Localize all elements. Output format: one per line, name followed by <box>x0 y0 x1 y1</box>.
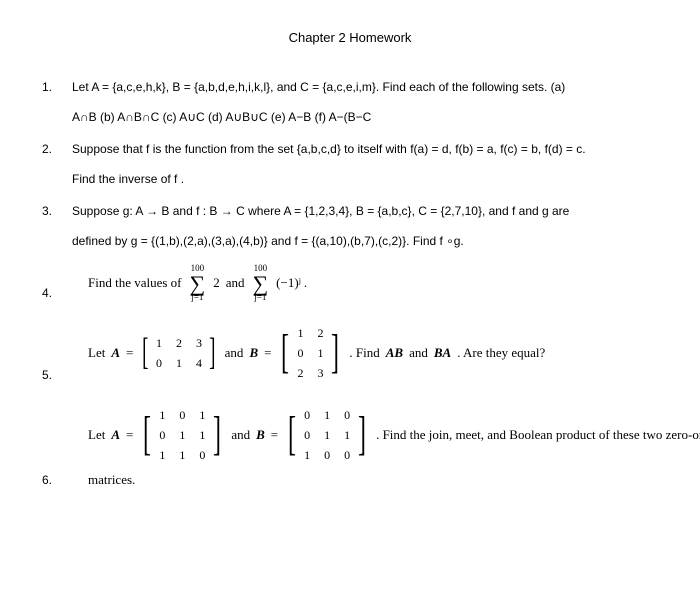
q4-pre: Find the values of <box>88 273 182 293</box>
cell: 0 <box>295 344 305 362</box>
sigma-2: 100 ∑ j=1 <box>252 264 268 302</box>
q5-matrix-B: [ 12 01 23 ] <box>277 322 343 384</box>
cell: 1 <box>177 426 187 444</box>
q6-eq1: = <box>126 425 133 445</box>
cell: 4 <box>194 354 204 372</box>
q5-BA: BA <box>434 343 451 363</box>
cell: 0 <box>342 406 352 424</box>
q3-line2: defined by g = {(1,b),(2,a),(3,a),(4,b)}… <box>72 232 658 250</box>
q6-and: and <box>231 425 250 445</box>
cell: 0 <box>157 426 167 444</box>
q6-tail: . Find the join, meet, and Boolean produ… <box>376 425 700 445</box>
cell: 0 <box>154 354 164 372</box>
cell: 0 <box>302 426 312 444</box>
cell: 1 <box>157 446 167 464</box>
q5-tail2: . Are they equal? <box>457 343 545 363</box>
q5-AB: AB <box>386 343 403 363</box>
bracket-l-icon: [ <box>288 404 296 466</box>
q5-eq2: = <box>264 343 271 363</box>
q4-content: Find the values of 100 ∑ j=1 2 and 100 ∑… <box>88 264 658 302</box>
cell: 3 <box>315 364 325 382</box>
cell: 0 <box>302 406 312 424</box>
sigma1-bot: j=1 <box>191 293 203 302</box>
q1-line1: Let A = {a,c,e,h,k}, B = {a,b,d,e,h,i,k,… <box>72 78 658 96</box>
cell: 1 <box>342 426 352 444</box>
cell: 1 <box>302 446 312 464</box>
cell: 1 <box>197 406 207 424</box>
cell: 3 <box>194 334 204 352</box>
cell: 1 <box>174 354 184 372</box>
q6-B-label: B <box>256 425 265 445</box>
cell: 1 <box>177 446 187 464</box>
bracket-l-icon: [ <box>143 404 151 466</box>
cell: 1 <box>295 324 305 342</box>
q5-tail: . Find <box>349 343 379 363</box>
q6-eq2: = <box>271 425 278 445</box>
bracket-l-icon: [ <box>281 322 289 384</box>
cell: 2 <box>315 324 325 342</box>
cell: 1 <box>157 406 167 424</box>
sigma-1: 100 ∑ j=1 <box>190 264 206 302</box>
bracket-r-icon: ] <box>358 404 366 466</box>
q2-line1: Suppose that f is the function from the … <box>72 140 658 158</box>
q1-line2: A∩B (b) A∩B∩C (c) A∪C (d) A∪B∪C (e) A−B … <box>72 108 658 126</box>
page-title: Chapter 2 Homework <box>42 28 658 48</box>
q6-matrix-A: [ 101 011 110 ] <box>139 404 225 466</box>
q5-content: Let A = [ 123 014 ] and B = [ 12 01 23 <box>88 322 658 384</box>
q5-matrix-A: [ 123 014 ] <box>139 332 218 374</box>
question-5: 5. Let A = [ 123 014 ] and B = [ 12 01 <box>42 322 658 384</box>
q6-matrix-B: [ 010 011 100 ] <box>284 404 370 466</box>
qnum-3: 3. <box>42 202 52 220</box>
qnum-2: 2. <box>42 140 52 158</box>
q4-mid: and <box>226 273 245 293</box>
cell: 1 <box>154 334 164 352</box>
q5-A-label: A <box>111 343 120 363</box>
cell: 0 <box>197 446 207 464</box>
cell: 0 <box>322 446 332 464</box>
q2-line2: Find the inverse of f . <box>72 170 658 188</box>
sigma2-body: (−1)ʲ . <box>276 273 307 293</box>
q5-let: Let <box>88 343 105 363</box>
qnum-4: 4. <box>42 284 52 302</box>
bracket-l-icon: [ <box>143 332 149 374</box>
question-1: 1. Let A = {a,c,e,h,k}, B = {a,b,d,e,h,i… <box>42 78 658 126</box>
question-6: 6. Let A = [ 101 011 110 ] and B = [ 010 <box>42 404 658 490</box>
question-list: 1. Let A = {a,c,e,h,k}, B = {a,b,d,e,h,i… <box>42 78 658 490</box>
bracket-r-icon: ] <box>209 332 215 374</box>
qnum-6: 6. <box>42 471 52 489</box>
question-2: 2. Suppose that f is the function from t… <box>42 140 658 188</box>
qnum-1: 1. <box>42 78 52 96</box>
cell: 1 <box>322 406 332 424</box>
question-4: 4. Find the values of 100 ∑ j=1 2 and 10… <box>42 264 658 302</box>
q6-content: Let A = [ 101 011 110 ] and B = [ 010 01… <box>88 404 658 466</box>
q3-line1: Suppose g: A → B and f : B → C where A =… <box>72 202 658 220</box>
bracket-r-icon: ] <box>213 404 221 466</box>
q5-and2: and <box>409 343 428 363</box>
q6-let: Let <box>88 425 105 445</box>
q6-tail2: matrices. <box>88 470 658 490</box>
cell: 1 <box>322 426 332 444</box>
sigma1-body: 2 <box>213 273 220 293</box>
cell: 2 <box>295 364 305 382</box>
sigma2-bot: j=1 <box>254 293 266 302</box>
cell: 1 <box>197 426 207 444</box>
question-3: 3. Suppose g: A → B and f : B → C where … <box>42 202 658 250</box>
cell: 0 <box>342 446 352 464</box>
q6-A-label: A <box>111 425 120 445</box>
bracket-r-icon: ] <box>331 322 339 384</box>
cell: 1 <box>315 344 325 362</box>
cell: 0 <box>177 406 187 424</box>
q5-B-label: B <box>249 343 258 363</box>
q5-and: and <box>225 343 244 363</box>
cell: 2 <box>174 334 184 352</box>
q5-eq1: = <box>126 343 133 363</box>
qnum-5: 5. <box>42 366 52 384</box>
